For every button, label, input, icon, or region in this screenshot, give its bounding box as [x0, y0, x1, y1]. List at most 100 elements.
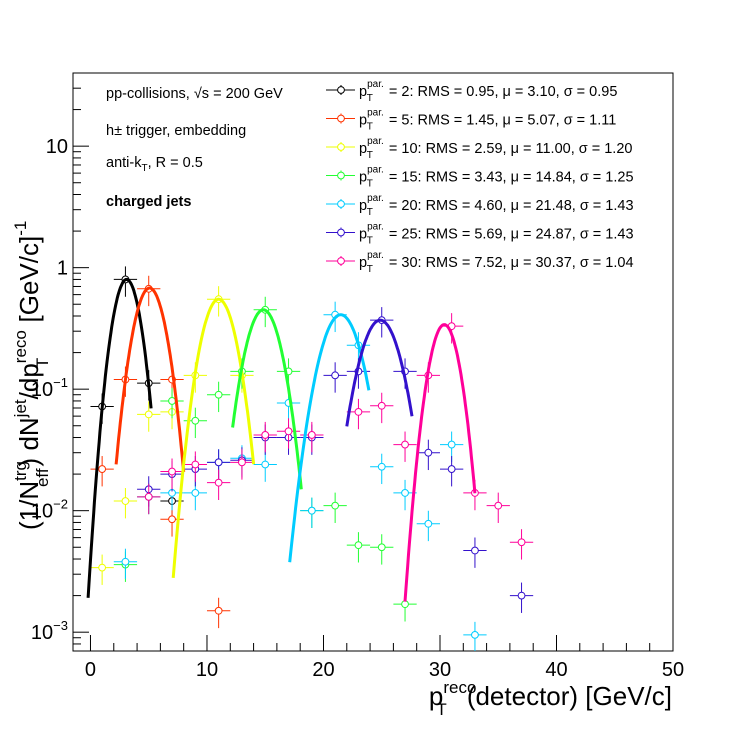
- data-point-s5: [463, 621, 487, 651]
- data-point-s2: [160, 506, 184, 537]
- annotation-text: pp-collisions, √s = 200 GeV: [106, 86, 283, 102]
- data-point-s5: [416, 510, 440, 542]
- legend-entry-2: ppar. T = 5: RMS = 1.45, μ = 5.07, σ = 1.…: [326, 108, 616, 133]
- data-point-marker: [447, 440, 456, 449]
- data-point-marker: [471, 546, 479, 555]
- data-point-marker: [284, 427, 293, 436]
- y-tick-label: 1: [57, 258, 68, 280]
- data-point-marker: [424, 448, 433, 457]
- x-tick-label: 30: [429, 659, 451, 681]
- data-point-marker: [401, 600, 409, 609]
- axes-group: 0 10 20 30 40 50 10−3 10−2 10−1 1 10: [31, 72, 684, 681]
- legend-entry-5: ppar. T = 20: RMS = 4.60, μ = 21.48, σ = …: [326, 193, 634, 218]
- legend-label: ppar. T = 10: RMS = 2.59, μ = 11.00, σ = …: [359, 136, 632, 161]
- data-point-marker: [307, 506, 316, 515]
- data-point-marker: [98, 465, 107, 473]
- fit-curve-s5: [288, 313, 371, 563]
- data-point-marker: [214, 606, 223, 615]
- data-point-marker: [377, 462, 386, 471]
- fit-curve-s7: [403, 323, 477, 602]
- data-point-marker: [261, 460, 270, 469]
- data-point-s6: [323, 362, 347, 393]
- data-point-marker: [494, 501, 503, 510]
- data-point-marker: [121, 497, 130, 505]
- data-point-s7: [276, 418, 301, 449]
- data-point-s4: [370, 534, 394, 565]
- y-tick-label: 10: [46, 136, 68, 158]
- legend-label: ppar. T = 20: RMS = 4.60, μ = 21.48, σ = …: [359, 193, 634, 218]
- axis-labels-group: preco T (detector) [GeV/c] (1/Ntrg eff) dNje…: [11, 221, 672, 719]
- data-point-s5: [370, 453, 394, 485]
- data-point-marker: [307, 431, 316, 439]
- data-point-s7: [206, 469, 231, 501]
- data-point-marker: [377, 543, 386, 552]
- legend-entry-1: ppar. T = 2: RMS = 0.95, μ = 3.10, σ = 0.…: [326, 79, 617, 104]
- data-point-marker: [168, 397, 176, 405]
- data-point-marker: [424, 519, 433, 528]
- legend: ppar. T = 2: RMS = 0.95, μ = 3.10, σ = 0.…: [326, 79, 634, 275]
- data-point-marker: [517, 591, 526, 600]
- data-point-marker: [261, 431, 270, 439]
- data-point-s7: [393, 431, 417, 462]
- legend-marker: [337, 171, 345, 180]
- data-point-marker: [191, 489, 200, 497]
- legend-entry-6: ppar. T = 25: RMS = 5.69, μ = 24.87, σ = …: [326, 222, 634, 247]
- data-point-marker: [354, 407, 363, 416]
- data-point-marker: [401, 440, 409, 449]
- legend-marker: [337, 200, 345, 208]
- legend-marker: [337, 143, 345, 151]
- y-tick-label: 10−1: [31, 375, 68, 401]
- legend-label: ppar. T = 15: RMS = 3.43, μ = 14.84, σ = …: [359, 165, 634, 190]
- data-point-s4: [206, 381, 231, 413]
- legend-marker: [337, 228, 345, 237]
- legend-entry-3: ppar. T = 10: RMS = 2.59, μ = 11.00, σ = …: [326, 136, 632, 161]
- data-point-s6: [416, 439, 440, 471]
- data-point-marker: [191, 416, 200, 425]
- data-point-s7: [183, 451, 207, 482]
- data-point-marker: [121, 557, 130, 566]
- fit-curve-s2: [114, 286, 186, 473]
- data-point-marker: [238, 458, 246, 467]
- legend-label: ppar. T = 5: RMS = 1.45, μ = 5.07, σ = 1.…: [359, 108, 616, 133]
- data-point-s2: [90, 456, 114, 487]
- fit-curve-s6: [345, 318, 414, 427]
- plot-frame: [72, 72, 674, 652]
- x-tick-label: 20: [312, 659, 334, 681]
- data-point-marker: [144, 410, 153, 419]
- data-point-s4: [346, 532, 371, 563]
- data-point-marker: [401, 489, 409, 497]
- data-point-s3: [113, 488, 138, 519]
- fit-curve-s4: [231, 308, 303, 490]
- annotation-text: h± trigger, embedding: [106, 123, 246, 139]
- y-tick-label: 10−3: [31, 618, 68, 644]
- fit-curve-s3: [171, 297, 256, 579]
- legend-label: ppar. T = 30: RMS = 7.52, μ = 30.37, σ = …: [359, 250, 634, 275]
- fits-group: [86, 277, 477, 602]
- legend-marker: [337, 114, 345, 123]
- x-tick-label: 0: [85, 659, 96, 681]
- data-point-marker: [214, 478, 223, 487]
- data-point-s7: [346, 398, 371, 430]
- data-point-s7: [370, 392, 394, 424]
- data-point-s6: [463, 537, 487, 568]
- x-tick-label: 10: [196, 659, 218, 681]
- y-axis-label: (1/Ntrg eff) dNjet/dpreco T [GeV/c]-1: [11, 221, 52, 530]
- annotations-group: pp-collisions, √s = 200 GeV h± trigger, e…: [106, 86, 283, 210]
- legend-entry-4: ppar. T = 15: RMS = 3.43, μ = 14.84, σ = …: [326, 165, 634, 190]
- data-point-marker: [168, 467, 176, 476]
- data-point-marker: [471, 630, 479, 639]
- data-point-s7: [439, 313, 464, 344]
- annotation-text: anti-kT, R = 0.5: [106, 155, 203, 174]
- data-point-s7: [137, 483, 161, 515]
- data-point-marker: [517, 538, 526, 547]
- legend-marker: [337, 86, 345, 94]
- data-point-s3: [137, 401, 161, 432]
- data-point-s7: [509, 529, 534, 560]
- x-axis-label: preco T (detector) [GeV/c]: [429, 678, 672, 719]
- legend-label: ppar. T = 2: RMS = 0.95, μ = 3.10, σ = 0.…: [359, 79, 617, 104]
- data-point-marker: [191, 460, 200, 469]
- data-point-marker: [354, 541, 363, 550]
- legend-label: ppar. T = 25: RMS = 5.69, μ = 24.87, σ = …: [359, 222, 634, 247]
